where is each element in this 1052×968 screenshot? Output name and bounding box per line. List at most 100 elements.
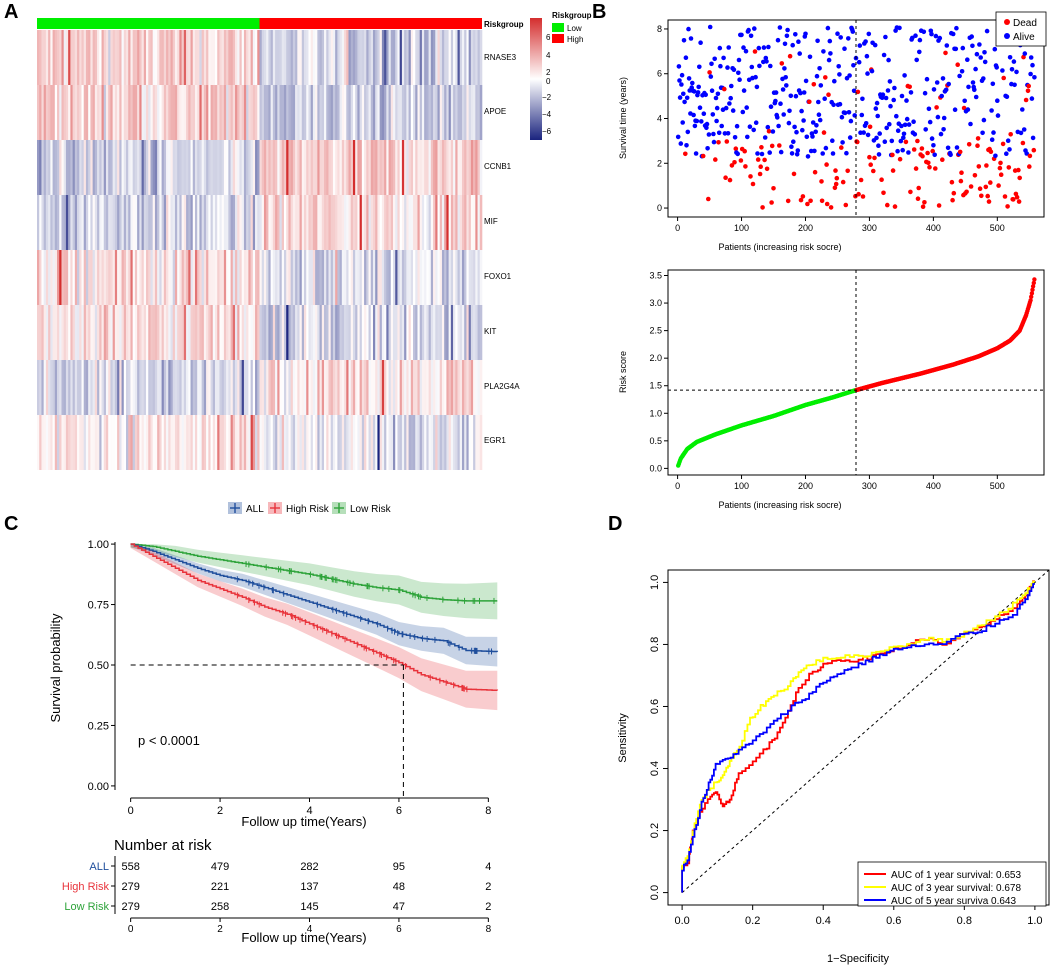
alive-point (911, 119, 916, 124)
alive-point (962, 98, 967, 104)
x-tick-label: 300 (862, 223, 877, 233)
alive-point (1014, 69, 1019, 75)
alive-point (801, 118, 806, 123)
heatmap-cell (159, 360, 162, 415)
dead-point (750, 181, 756, 187)
heatmap-cell (110, 195, 113, 250)
heatmap-cell (439, 30, 443, 85)
heatmap-cell (350, 140, 354, 195)
dead-point (727, 177, 733, 183)
heatmap-cell (430, 415, 434, 470)
x-tick-label: 4 (307, 924, 313, 935)
heatmap-cell (270, 85, 274, 140)
heatmap-cell (435, 195, 438, 250)
heatmap-cell (364, 250, 367, 305)
heatmap-cell (148, 195, 151, 250)
panel-label-c: C (4, 513, 18, 535)
x-tick-label: 0.0 (674, 915, 689, 927)
heatmap-cell (433, 30, 436, 85)
heatmap-cell (159, 195, 162, 250)
alive-point (826, 57, 832, 63)
heatmap-cell (384, 360, 387, 415)
heatmap-cell (306, 305, 309, 360)
heatmap-cell (475, 30, 478, 85)
heatmap-cell (92, 250, 96, 305)
heatmap-cell (457, 30, 461, 85)
dead-point (966, 142, 972, 147)
alive-point (739, 32, 744, 38)
heatmap-cell (457, 195, 461, 250)
heatmap-cell (328, 250, 331, 305)
heatmap-cell (152, 195, 156, 250)
heatmap-cell (312, 415, 316, 470)
heatmap-cell (306, 415, 309, 470)
alive-point (856, 59, 862, 65)
heatmap-cell (433, 415, 436, 470)
heatmap-cell (346, 195, 349, 250)
heatmap-cell (241, 195, 245, 250)
roc-legend-label: AUC of 1 year survival: 0.653 (891, 870, 1021, 881)
heatmap-cell (281, 85, 285, 140)
heatmap-cell (172, 195, 176, 250)
heatmap-cell (275, 305, 278, 360)
heatmap-cell (466, 140, 469, 195)
dead-point (855, 89, 861, 95)
heatmap-cell (475, 415, 478, 470)
heatmap-cell (415, 195, 418, 250)
risk-cell: 279 (121, 881, 139, 893)
alive-point (917, 37, 923, 43)
heatmap-cell (312, 85, 316, 140)
dead-point (812, 169, 818, 175)
heatmap-cell (268, 140, 271, 195)
heatmap-cell (306, 250, 309, 305)
heatmap-cell (219, 250, 222, 305)
heatmap-cell (45, 195, 49, 250)
heatmap-cell (119, 415, 122, 470)
heatmap-cell (119, 360, 122, 415)
heatmap-cell (275, 415, 278, 470)
heatmap-cell (330, 415, 334, 470)
heatmap-cell (326, 305, 329, 360)
heatmap-cell (43, 140, 47, 195)
heatmap-cell (435, 30, 438, 85)
heatmap-cell (335, 360, 338, 415)
heatmap-cell (359, 85, 363, 140)
heatmap-cell (52, 415, 56, 470)
alive-point (946, 81, 951, 87)
heatmap-cell (352, 415, 356, 470)
heatmap-cell (279, 85, 283, 140)
dead-point (1021, 54, 1026, 60)
heatmap-cell (319, 360, 323, 415)
heatmap-cell (324, 415, 327, 470)
heatmap-cell (235, 30, 238, 85)
heatmap-cell (446, 30, 449, 85)
heatmap-cell (263, 305, 267, 360)
heatmap-cell (148, 415, 151, 470)
dead-point (805, 201, 810, 207)
heatmap-cell (159, 85, 162, 140)
heatmap-cell (397, 140, 400, 195)
heatmap-cell (375, 415, 378, 470)
heatmap-cell (177, 415, 180, 470)
heatmap-cell (174, 85, 178, 140)
alive-point (727, 101, 732, 106)
heatmap-cell (215, 140, 218, 195)
heatmap-cell (72, 250, 76, 305)
heatmap-cell (390, 305, 394, 360)
heatmap-cell (332, 250, 336, 305)
dead-point (940, 157, 945, 162)
heatmap-cell (146, 85, 149, 140)
heatmap-cell (386, 415, 389, 470)
legend-dead-dot (1004, 19, 1010, 25)
heatmap-cell (344, 360, 347, 415)
heatmap-cell (399, 415, 403, 470)
heatmap-cell (235, 360, 238, 415)
alive-point (813, 129, 818, 135)
heatmap-cell (90, 305, 93, 360)
heatmap-cell (183, 140, 187, 195)
dead-point (858, 177, 864, 183)
heatmap-cell (166, 360, 169, 415)
heatmap-cell (152, 85, 156, 140)
heatmap-cell (390, 415, 394, 470)
heatmap-cell (141, 85, 145, 140)
